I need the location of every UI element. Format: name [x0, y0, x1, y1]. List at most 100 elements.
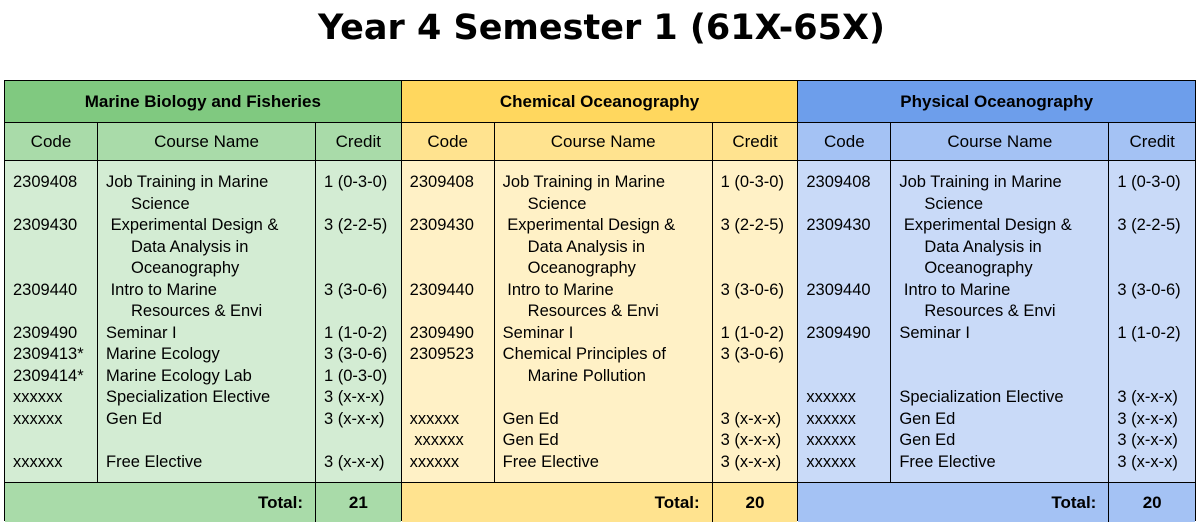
course-code: 2309440 — [13, 280, 78, 299]
code-column: 2309408 2309430 2309440 2309490 2309523 xxxxx… — [402, 161, 495, 482]
course-code: 2309408 — [409, 173, 474, 191]
course-code: xxxxxx — [13, 452, 63, 471]
code-column: 2309408 2309430 2309440 2309490 xxxxxx xxxxxx… — [798, 161, 892, 482]
course-credit: 1 (1-0-2) — [324, 323, 388, 342]
course-name-line: Data Analysis in — [131, 237, 249, 256]
course-credit: 3 (3-0-6) — [1117, 280, 1181, 299]
total-credits: 20 — [1142, 493, 1162, 512]
page-title: Year 4 Semester 1 (61X-65X) — [318, 8, 885, 48]
course-credit: 1 (0-3-0) — [324, 366, 388, 385]
header-course-name: Course Name — [891, 123, 1110, 160]
credit-column: 1 (0-3-0) 3 (2-2-5) 3 (3-0-6) 1 (1-0-2) 3 (3… — [316, 161, 401, 482]
section-title: Chemical Oceanography — [401, 81, 798, 123]
course-credit: 3 (2-2-5) — [1117, 216, 1181, 234]
section-title: Marine Biology and Fisheries — [5, 81, 401, 123]
course-name-line: Gen Ed — [106, 409, 162, 428]
total-credits: 20 — [745, 493, 765, 512]
course-code: 2309408 — [13, 173, 78, 191]
course-code — [13, 430, 97, 452]
header-credit: Credit — [732, 132, 778, 151]
course-name-line: Resources & Envi — [527, 302, 659, 320]
course-name-line: Intro to Marine — [502, 280, 614, 299]
course-code: xxxxxx — [409, 409, 460, 428]
course-name-line: Job Training in Marine — [502, 173, 666, 191]
course-list: 2309408 2309430 2309440 2309490 2309523 xxxxx… — [401, 161, 798, 483]
course-credit: 3 (x-x-x) — [720, 431, 782, 449]
spacer — [13, 194, 97, 216]
spacer — [410, 258, 494, 280]
section-title: Physical Oceanography — [798, 81, 1196, 123]
course-name-line: Seminar I — [899, 323, 970, 342]
spacer — [1117, 194, 1195, 216]
course-name-line — [899, 344, 1108, 366]
spacer — [13, 301, 97, 323]
course-name-line: Seminar I — [502, 323, 574, 342]
column-headers: Code Course Name Credit — [5, 123, 401, 161]
course-code — [806, 366, 890, 388]
column-headers: Code Course Name Credit — [401, 123, 798, 161]
course-credit: 1 (1-0-2) — [1117, 323, 1181, 342]
course-name-line: Oceanography — [924, 259, 1033, 277]
credit-column: 1 (0-3-0) 3 (2-2-5) 3 (3-0-6) 1 (1-0-2) 3 (x… — [1109, 161, 1195, 482]
course-code: xxxxxx — [806, 388, 856, 406]
course-credit: 1 (1-0-2) — [720, 323, 784, 342]
course-credit: 3 (x-x-x) — [1117, 388, 1178, 406]
spacer — [324, 194, 401, 216]
course-name-line — [899, 366, 1108, 388]
course-credit: 1 (0-3-0) — [324, 173, 388, 191]
course-name-line: Intro to Marine — [899, 280, 1011, 299]
course-name-line: Job Training in Marine — [899, 173, 1062, 191]
header-course-name: Course Name — [495, 123, 713, 160]
course-code: 2309430 — [13, 216, 78, 234]
course-name-line: Marine Pollution — [527, 366, 646, 385]
course-code — [806, 344, 890, 366]
course-name-line: Seminar I — [106, 323, 177, 342]
course-code: xxxxxx — [409, 431, 464, 449]
course-name-line — [106, 430, 315, 452]
section-2: Physical Oceanography Code Course Name Cred… — [798, 81, 1196, 522]
spacer — [806, 237, 890, 259]
course-name-line: Specialization Elective — [899, 388, 1064, 406]
course-credit: 3 (x-x-x) — [720, 409, 782, 428]
course-credit: 1 (0-3-0) — [720, 173, 784, 191]
total-label: Total: — [798, 483, 1110, 522]
course-name-line: Free Elective — [106, 452, 203, 471]
course-name-line: Free Elective — [502, 452, 599, 471]
header-code: Code — [5, 123, 98, 160]
course-name-line: Resources & Envi — [924, 302, 1056, 320]
header-credit: Credit — [335, 132, 382, 151]
course-credit: 3 (2-2-5) — [720, 216, 784, 234]
spacer — [721, 237, 798, 259]
course-credit — [721, 387, 798, 409]
code-column: 2309408 2309430 2309440 2309490 2309413* 2309… — [5, 161, 98, 482]
course-credit — [1117, 366, 1195, 388]
header-credit: Credit — [1129, 132, 1175, 151]
course-name-line: Marine Ecology Lab — [106, 366, 252, 385]
spacer — [806, 194, 890, 216]
course-name-line: Chemical Principles of — [502, 345, 666, 363]
course-credit: 3 (x-x-x) — [324, 409, 385, 428]
course-name-line: Free Elective — [899, 452, 996, 471]
course-credit: 3 (x-x-x) — [1117, 409, 1178, 428]
course-name-line: Intro to Marine — [106, 280, 217, 299]
course-code: xxxxxx — [13, 388, 63, 406]
course-name-line: Specialization Elective — [106, 388, 271, 406]
spacer — [1117, 301, 1195, 323]
course-name-line: Experimental Design & — [106, 216, 279, 234]
course-name-line: Experimental Design & — [899, 216, 1072, 234]
spacer — [721, 258, 798, 280]
spacer — [324, 258, 401, 280]
spacer — [721, 301, 798, 323]
spacer — [13, 258, 97, 280]
course-name-line: Gen Ed — [502, 431, 559, 449]
course-code: xxxxxx — [806, 452, 856, 471]
spacer — [806, 301, 890, 323]
spacer — [324, 237, 401, 259]
curriculum-table: Marine Biology and Fisheries Code Course N… — [4, 80, 1196, 522]
course-code: xxxxxx — [409, 452, 460, 471]
total-row: Total: 20 — [401, 483, 798, 522]
spacer — [13, 237, 97, 259]
course-code: 2309430 — [806, 216, 871, 234]
spacer — [1117, 237, 1195, 259]
course-credit: 3 (3-0-6) — [324, 345, 388, 363]
